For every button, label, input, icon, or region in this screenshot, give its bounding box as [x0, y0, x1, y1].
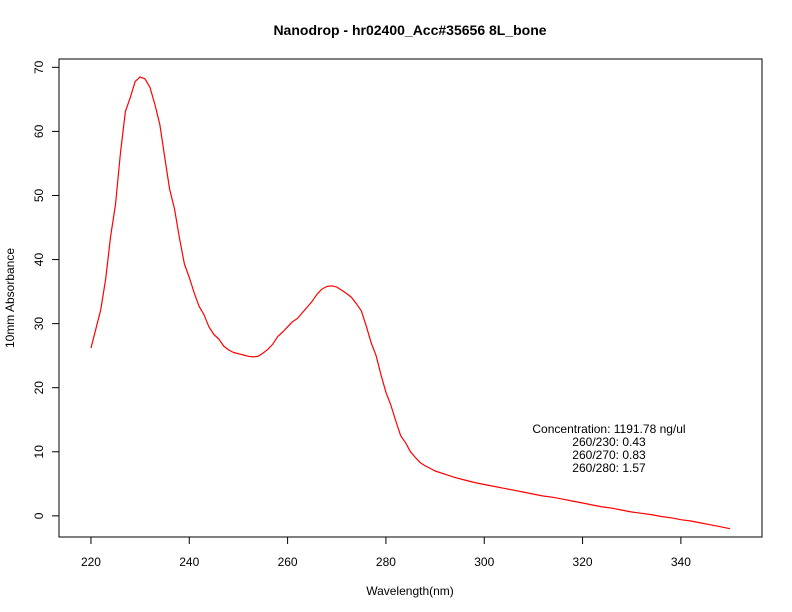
y-tick-label: 60 [32, 124, 46, 138]
annotation-ratio-280: 260/280: 1.57 [572, 461, 646, 475]
x-tick-label: 300 [474, 555, 494, 569]
x-axis-label: Wavelength(nm) [366, 584, 454, 598]
x-tick-label: 340 [671, 555, 691, 569]
y-tick-label: 20 [32, 381, 46, 395]
x-tick-label: 320 [573, 555, 593, 569]
x-axis: 220 240 260 280 300 320 340 [81, 536, 691, 569]
y-axis-label: 10mm Absorbance [3, 248, 17, 348]
y-tick-label: 70 [32, 60, 46, 74]
y-tick-label: 50 [32, 188, 46, 202]
y-tick-label: 30 [32, 317, 46, 331]
y-tick-label: 0 [32, 512, 46, 519]
chart-title: Nanodrop - hr02400_Acc#35656 8L_bone [273, 22, 546, 38]
x-tick-label: 220 [81, 555, 101, 569]
absorbance-series-line [90, 76, 731, 530]
series-layer [90, 76, 731, 530]
y-axis: 0 10 20 30 40 50 60 70 [32, 60, 60, 519]
y-tick-label: 10 [32, 445, 46, 459]
y-tick-label: 40 [32, 253, 46, 267]
x-tick-label: 240 [179, 555, 199, 569]
plot-frame [58, 58, 763, 538]
annotation-concentration: Concentration: 1191.78 ng/ul [532, 422, 685, 436]
x-tick-label: 280 [376, 555, 396, 569]
annotation-ratio-230: 260/230: 0.43 [572, 435, 646, 449]
x-tick-label: 260 [278, 555, 298, 569]
annotation-ratio-270: 260/270: 0.83 [572, 448, 646, 462]
annotation-block: Concentration: 1191.78 ng/ul 260/230: 0.… [532, 422, 685, 475]
